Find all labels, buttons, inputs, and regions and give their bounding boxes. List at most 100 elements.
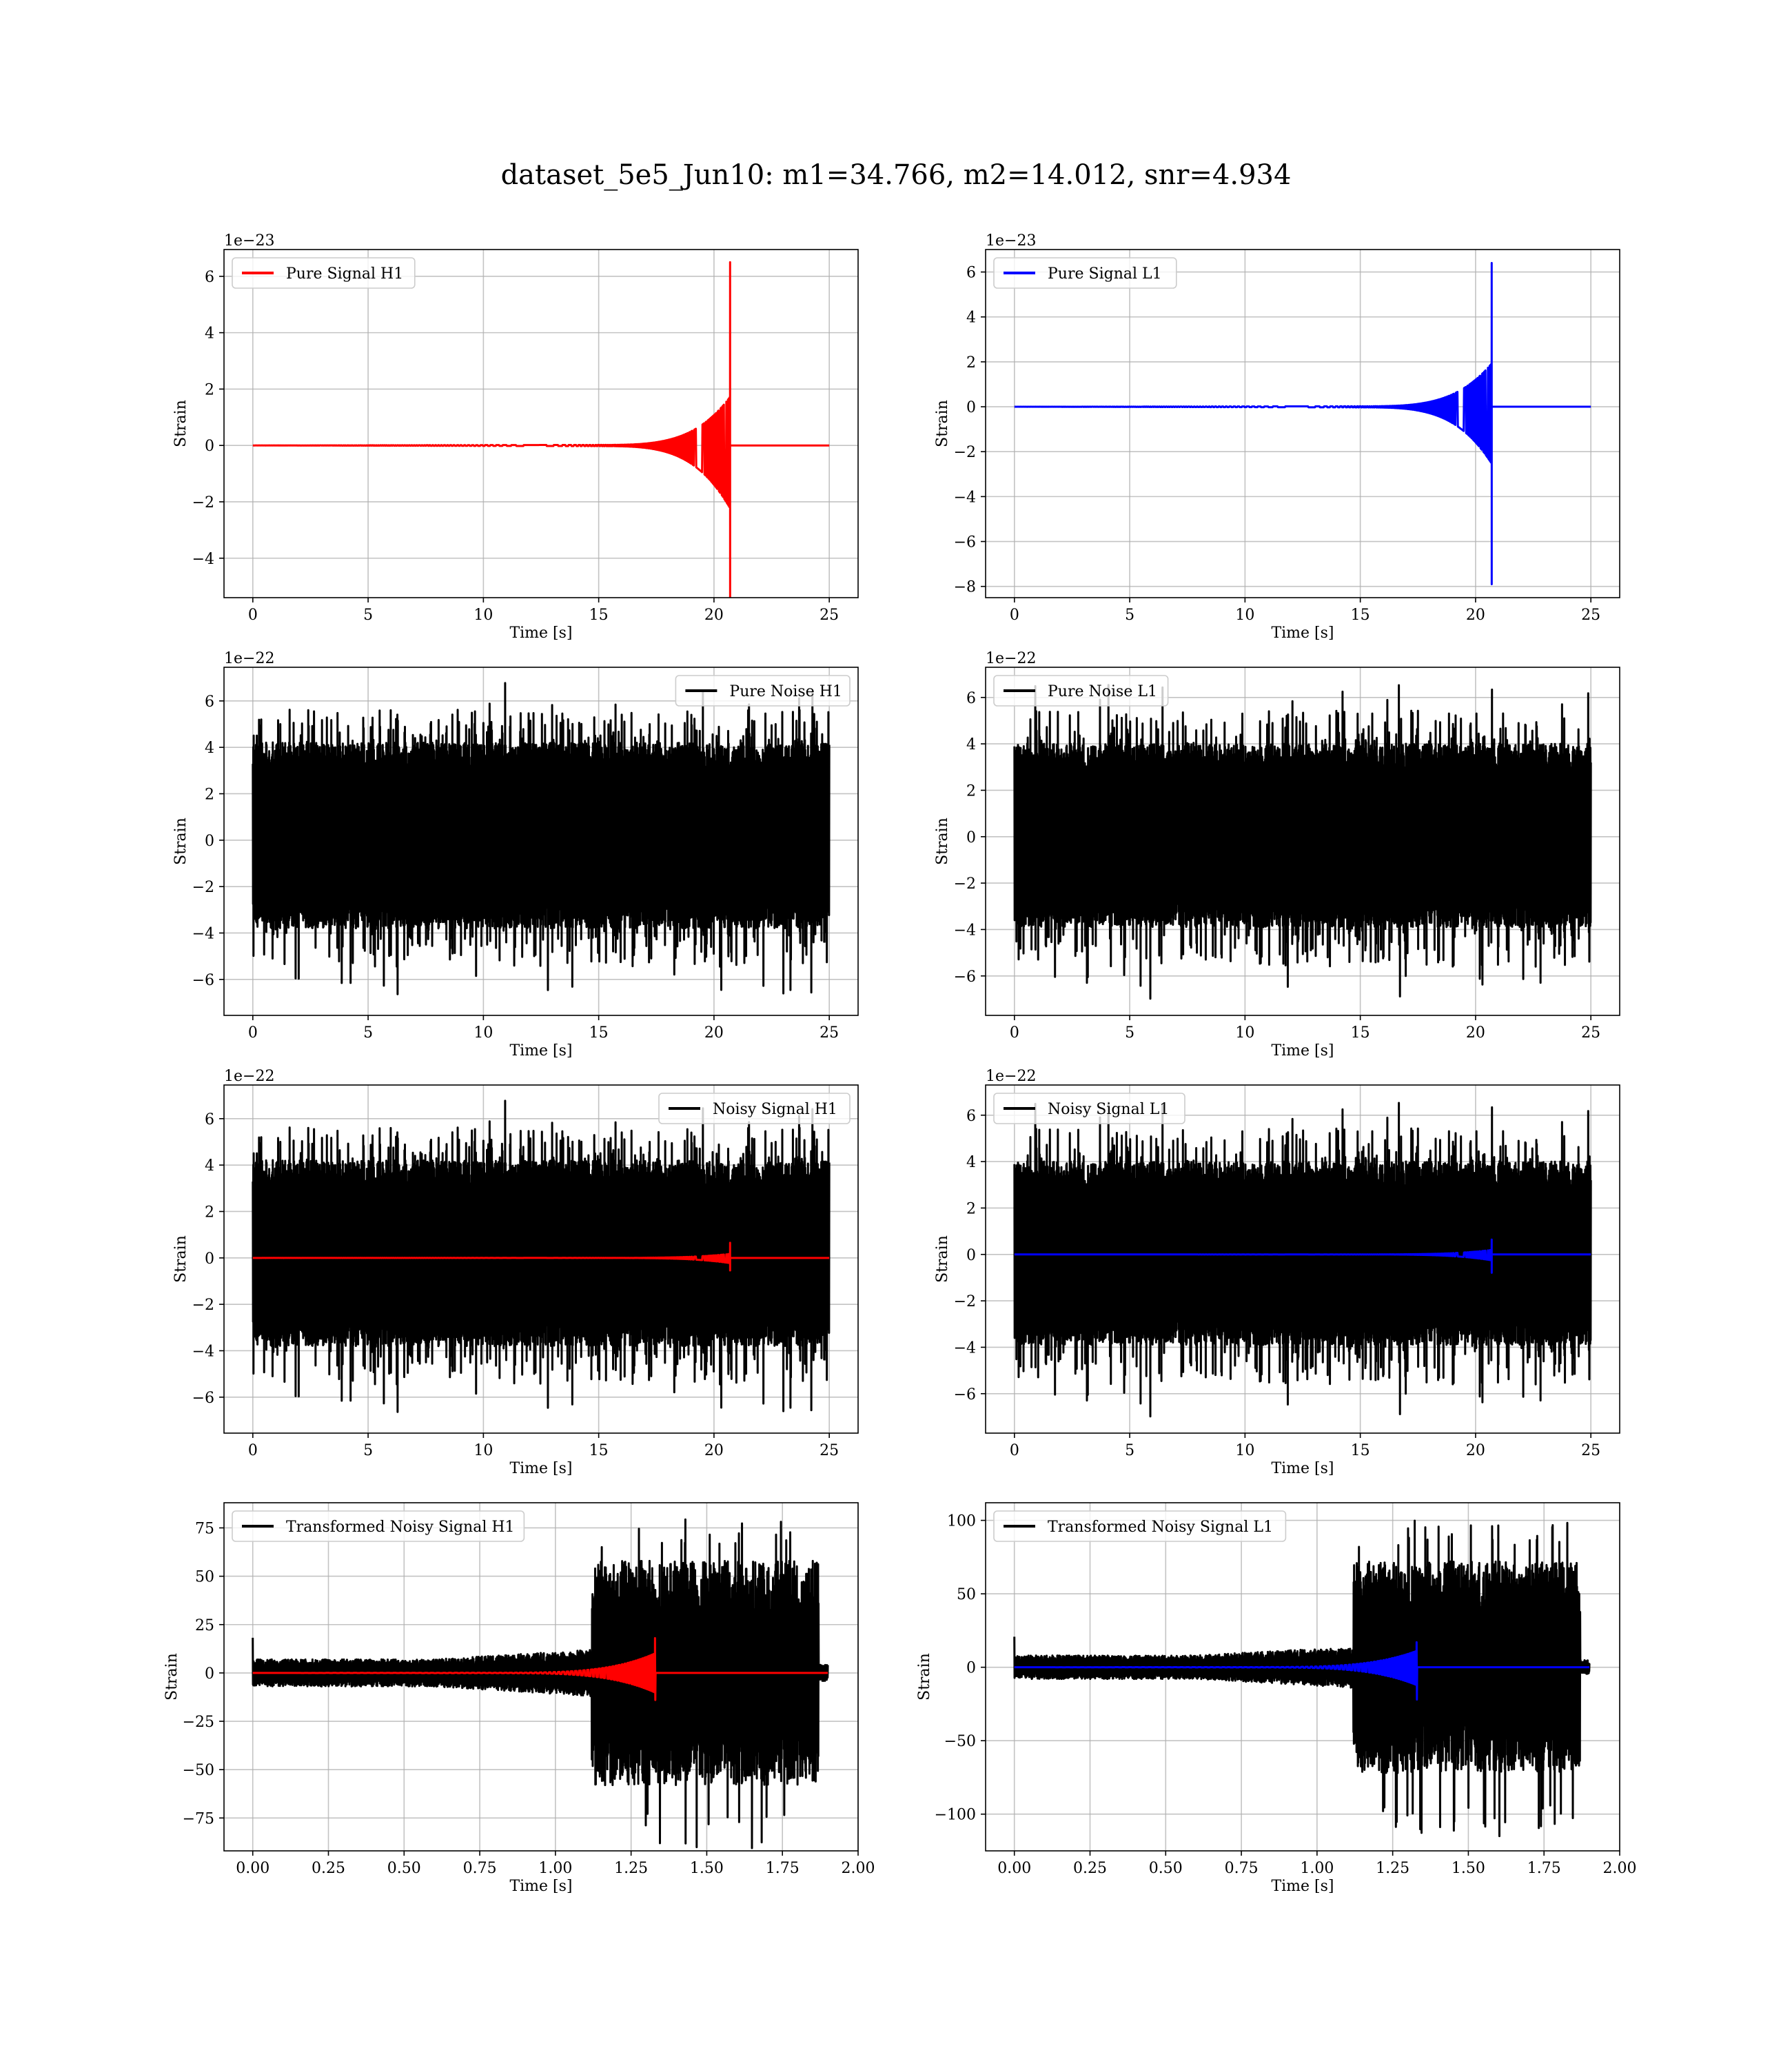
offset-label: 1e−22: [224, 1068, 274, 1085]
x-tick-label: 0.00: [997, 1860, 1031, 1877]
series-line-noisy-signal-h1: [252, 1099, 831, 1413]
x-tick-label: 20: [704, 607, 724, 624]
y-tick-label: −4: [954, 489, 976, 506]
x-tick-label: 20: [1466, 607, 1485, 624]
y-tick-label: −6: [954, 534, 976, 551]
subplot-noisy_signal_h1: 0 5 10 15 20 25 −6 −4 −2 0 2 4 6 Time [s] Strain 1e−22 N…: [172, 1068, 859, 1477]
y-tick-label: 0: [205, 1250, 214, 1268]
legend-frame: [658, 1093, 851, 1124]
offset-label: 1e−23: [224, 232, 274, 250]
x-axis-label: Time [s]: [1271, 1042, 1334, 1060]
legend-label: Pure Noise H1: [729, 683, 842, 700]
plot-area: [252, 682, 831, 995]
x-tick-label: 1.25: [614, 1860, 648, 1877]
legend: Transformed Noisy Signal L1: [993, 1510, 1287, 1542]
series-line-pure-noise-h1: [252, 682, 831, 995]
y-tick-label: −4: [954, 1339, 976, 1357]
x-tick-label: 0: [1010, 607, 1019, 624]
y-axis-label: Strain: [934, 1235, 951, 1283]
x-tick-label: 15: [589, 607, 609, 624]
series-line-pure-signal-h1: [252, 261, 831, 598]
y-tick-label: −75: [183, 1810, 214, 1827]
y-tick-label: −8: [954, 579, 976, 596]
x-tick-label: 5: [363, 1024, 373, 1042]
y-tick-label: 2: [966, 782, 976, 800]
plot-area: [1013, 262, 1592, 585]
series-line-pure-signal-l1: [1013, 1238, 1592, 1274]
y-tick-label: 0: [966, 829, 976, 847]
x-axis-label: Time [s]: [509, 625, 572, 642]
x-tick-label: 0: [248, 1024, 258, 1042]
y-tick-label: −6: [954, 1386, 976, 1403]
y-tick-label: −4: [192, 925, 214, 942]
y-tick-label: −50: [183, 1762, 214, 1779]
x-tick-label: 0.50: [387, 1860, 421, 1877]
axes-frame: [985, 667, 1620, 1016]
axes-frame: [985, 1502, 1620, 1852]
y-tick-label: 4: [966, 736, 976, 753]
x-tick-label: 25: [819, 1024, 839, 1042]
y-tick-label: 2: [966, 1200, 976, 1217]
y-tick-label: −6: [192, 972, 214, 989]
x-tick-label: 0: [248, 1442, 258, 1459]
x-tick-label: 10: [1235, 607, 1254, 624]
legend: Pure Signal L1: [993, 257, 1177, 289]
y-axis-label: Strain: [172, 1235, 190, 1283]
y-tick-label: −2: [954, 444, 976, 461]
legend-label: Noisy Signal H1: [713, 1101, 837, 1118]
y-tick-label: 2: [205, 1204, 214, 1221]
y-tick-label: 25: [195, 1617, 214, 1634]
x-axis-label: Time [s]: [1271, 1878, 1334, 1895]
x-tick-label: 25: [1581, 607, 1600, 624]
y-tick-label: −2: [192, 879, 214, 896]
figure-suptitle: dataset_5e5_Jun10: m1=34.766, m2=14.012,…: [501, 159, 1292, 191]
offset-label: 1e−22: [986, 650, 1036, 667]
x-tick-label: 5: [1125, 1442, 1134, 1459]
y-tick-label: 6: [205, 269, 214, 286]
series-line-transformed-noisy-signal-h1: [252, 1518, 829, 1849]
x-tick-label: 0.75: [463, 1860, 497, 1877]
legend-label: Pure Noise L1: [1048, 683, 1157, 700]
x-tick-label: 15: [589, 1024, 609, 1042]
axes-frame: [223, 249, 859, 598]
x-tick-label: 0: [248, 607, 258, 624]
y-tick-label: −2: [192, 1297, 214, 1314]
legend-label: Pure Signal H1: [286, 265, 403, 283]
x-tick-label: 1.75: [1527, 1860, 1561, 1877]
x-tick-label: 5: [363, 1442, 373, 1459]
y-tick-label: −2: [954, 875, 976, 893]
x-tick-label: 20: [1466, 1442, 1485, 1459]
y-tick-label: 6: [205, 1111, 214, 1128]
y-tick-label: −6: [192, 1390, 214, 1407]
x-tick-label: 5: [1125, 607, 1134, 624]
x-tick-label: 20: [1466, 1024, 1485, 1042]
x-axis-label: Time [s]: [509, 1042, 572, 1060]
y-tick-label: −100: [935, 1807, 976, 1824]
legend: Noisy Signal H1: [658, 1093, 851, 1124]
legend: Pure Signal H1: [232, 257, 416, 289]
y-tick-label: 50: [195, 1569, 214, 1586]
y-tick-label: 50: [957, 1586, 976, 1603]
y-tick-label: −2: [954, 1293, 976, 1310]
y-tick-label: −6: [954, 969, 976, 986]
y-tick-label: −50: [944, 1733, 976, 1750]
legend-frame: [232, 257, 416, 289]
legend-frame: [675, 675, 851, 707]
x-axis-label: Time [s]: [509, 1460, 572, 1477]
offset-label: 1e−22: [986, 1068, 1036, 1085]
y-tick-label: 2: [205, 381, 214, 398]
plot-area: [252, 1099, 831, 1413]
x-tick-label: 25: [1581, 1024, 1600, 1042]
subplot-pure_noise_l1: 0 5 10 15 20 25 −6 −4 −2 0 2 4 6 Time [s] Strain 1e−22 P…: [934, 650, 1620, 1060]
x-tick-label: 20: [704, 1442, 724, 1459]
legend-frame: [993, 1093, 1185, 1124]
plot-area: [252, 261, 831, 598]
legend: Noisy Signal L1: [993, 1093, 1185, 1124]
y-tick-label: 0: [966, 1247, 976, 1264]
axes-frame: [223, 1502, 859, 1852]
x-tick-label: 10: [474, 1442, 493, 1459]
x-tick-label: 10: [474, 1024, 493, 1042]
plot-area: [1013, 684, 1592, 1000]
axes-frame: [223, 1084, 859, 1434]
